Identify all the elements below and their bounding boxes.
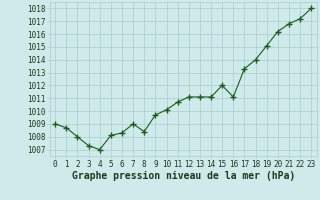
X-axis label: Graphe pression niveau de la mer (hPa): Graphe pression niveau de la mer (hPa): [72, 171, 295, 181]
